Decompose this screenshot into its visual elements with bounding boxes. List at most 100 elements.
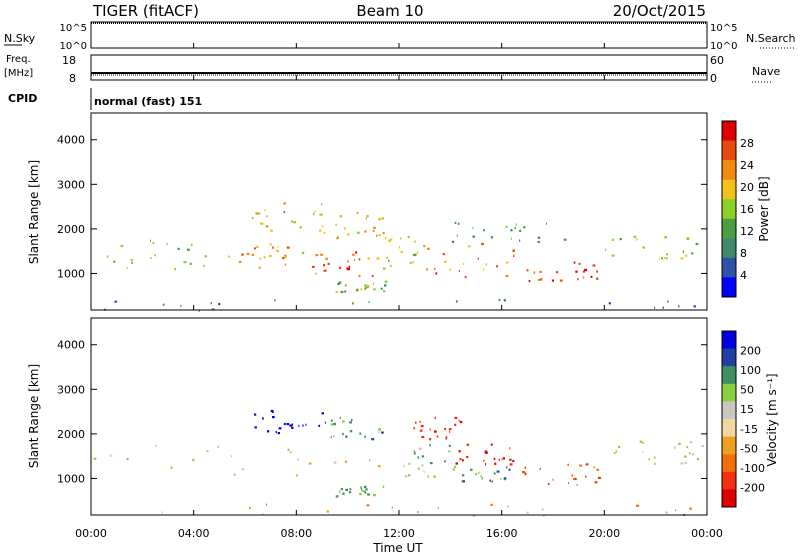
velocity-cell	[579, 464, 582, 467]
power-cell	[210, 302, 212, 305]
velocity-cell	[254, 426, 257, 429]
power-cell	[347, 233, 350, 236]
velocity-cell	[475, 473, 478, 476]
velocity-cell	[597, 476, 601, 479]
velocity-cell	[501, 458, 503, 461]
power-cell	[540, 278, 543, 281]
velocity-cell	[361, 488, 363, 491]
velocity-cell	[507, 505, 509, 508]
velocity-cell	[291, 426, 294, 429]
velocity-cell	[414, 452, 416, 455]
y-tick-label: 4000	[57, 339, 85, 352]
power-cell	[269, 243, 272, 246]
velocity-cell	[378, 431, 380, 434]
power-cell	[695, 242, 699, 246]
power-cell	[264, 209, 266, 212]
power-cell	[456, 234, 458, 237]
power-cell	[183, 261, 187, 264]
velocity-cell	[364, 491, 366, 494]
power-colorbar-swatch	[722, 140, 736, 161]
velocity-cell	[453, 468, 455, 471]
power-cell	[347, 268, 350, 271]
velocity-cell	[642, 441, 644, 444]
velocity-cell	[248, 506, 251, 510]
power-cell	[355, 251, 358, 254]
velocity-cell	[436, 435, 439, 438]
power-colorbar-tick: 20	[740, 181, 754, 194]
y-tick-label: 3000	[57, 178, 85, 191]
power-cell	[258, 266, 261, 269]
velocity-colorbar: 200 100 50 15 -15 -50 -100 -200 Velocity [m s⁻¹…	[721, 330, 779, 508]
power-cell	[537, 278, 541, 281]
power-cell	[384, 236, 387, 239]
velocity-cell	[371, 438, 375, 441]
power-cell	[582, 270, 586, 273]
velocity-cell	[126, 458, 129, 461]
power-cell	[382, 217, 384, 220]
velocity-cell	[421, 435, 425, 439]
power-cell	[382, 267, 386, 270]
power-cell	[434, 267, 436, 270]
velocity-cell	[363, 490, 365, 493]
velocity-cell	[691, 453, 695, 456]
power-cell	[490, 236, 493, 239]
power-cell	[666, 253, 668, 256]
velocity-cell	[680, 462, 684, 465]
velocity-cell	[481, 477, 483, 480]
velocity-cell	[458, 450, 461, 453]
power-cell	[376, 257, 380, 260]
velocity-cell	[701, 445, 704, 448]
power-ylabel: Slant Range [km]	[27, 160, 41, 264]
power-cell	[384, 280, 388, 283]
velocity-cell	[155, 444, 157, 447]
power-cell	[389, 238, 393, 241]
velocity-colorbar-tick: 50	[740, 384, 754, 397]
power-cell	[357, 231, 360, 234]
velocity-cell	[333, 461, 337, 464]
power-cell	[389, 264, 392, 267]
velocity-cell	[434, 416, 436, 419]
power-cell	[299, 226, 302, 229]
power-cell	[523, 226, 526, 229]
velocity-cell	[349, 488, 352, 491]
power-cell	[255, 212, 259, 215]
velocity-colorbar-swatch	[722, 471, 736, 490]
power-cell	[608, 302, 611, 305]
velocity-cell	[417, 467, 420, 470]
power-cell	[114, 300, 117, 303]
velocity-colorbar-swatch	[722, 419, 736, 438]
power-cell	[320, 253, 324, 256]
power-cell	[338, 281, 342, 284]
power-cell	[106, 255, 109, 258]
nsky-tick-bottom: 10^0	[60, 41, 87, 52]
velocity-cell	[345, 488, 348, 491]
power-cell	[272, 246, 274, 249]
x-tick-label: 00:00	[75, 527, 107, 540]
power-cell	[373, 288, 376, 291]
velocity-cell	[297, 458, 300, 461]
velocity-cell	[576, 483, 578, 486]
velocity-cell	[636, 504, 640, 507]
power-colorbar: 4 8 12 16 20 24 28 Power [dB]	[721, 120, 771, 298]
power-cell	[584, 268, 587, 272]
velocity-cell	[444, 428, 447, 431]
nave-tick-bottom: 0	[710, 72, 717, 85]
velocity-cell	[568, 482, 570, 485]
velocity-cell	[567, 463, 569, 466]
velocity-cell	[684, 461, 687, 465]
velocity-cell	[594, 481, 598, 484]
velocity-cell	[298, 424, 300, 427]
power-cell	[323, 269, 327, 272]
power-y-axis: 1000 2000 3000 4000	[57, 134, 707, 280]
power-cell	[256, 245, 259, 248]
power-cell	[464, 276, 467, 279]
power-cell	[166, 242, 168, 246]
velocity-cell	[363, 485, 367, 488]
velocity-panel: 1000 2000 3000 4000 Slant Range [km]	[27, 317, 708, 517]
velocity-cell	[543, 514, 545, 517]
power-cell	[375, 234, 378, 237]
velocity-cell	[642, 451, 644, 454]
power-cell	[388, 259, 390, 262]
power-cell	[204, 255, 208, 258]
velocity-cell	[283, 422, 286, 426]
